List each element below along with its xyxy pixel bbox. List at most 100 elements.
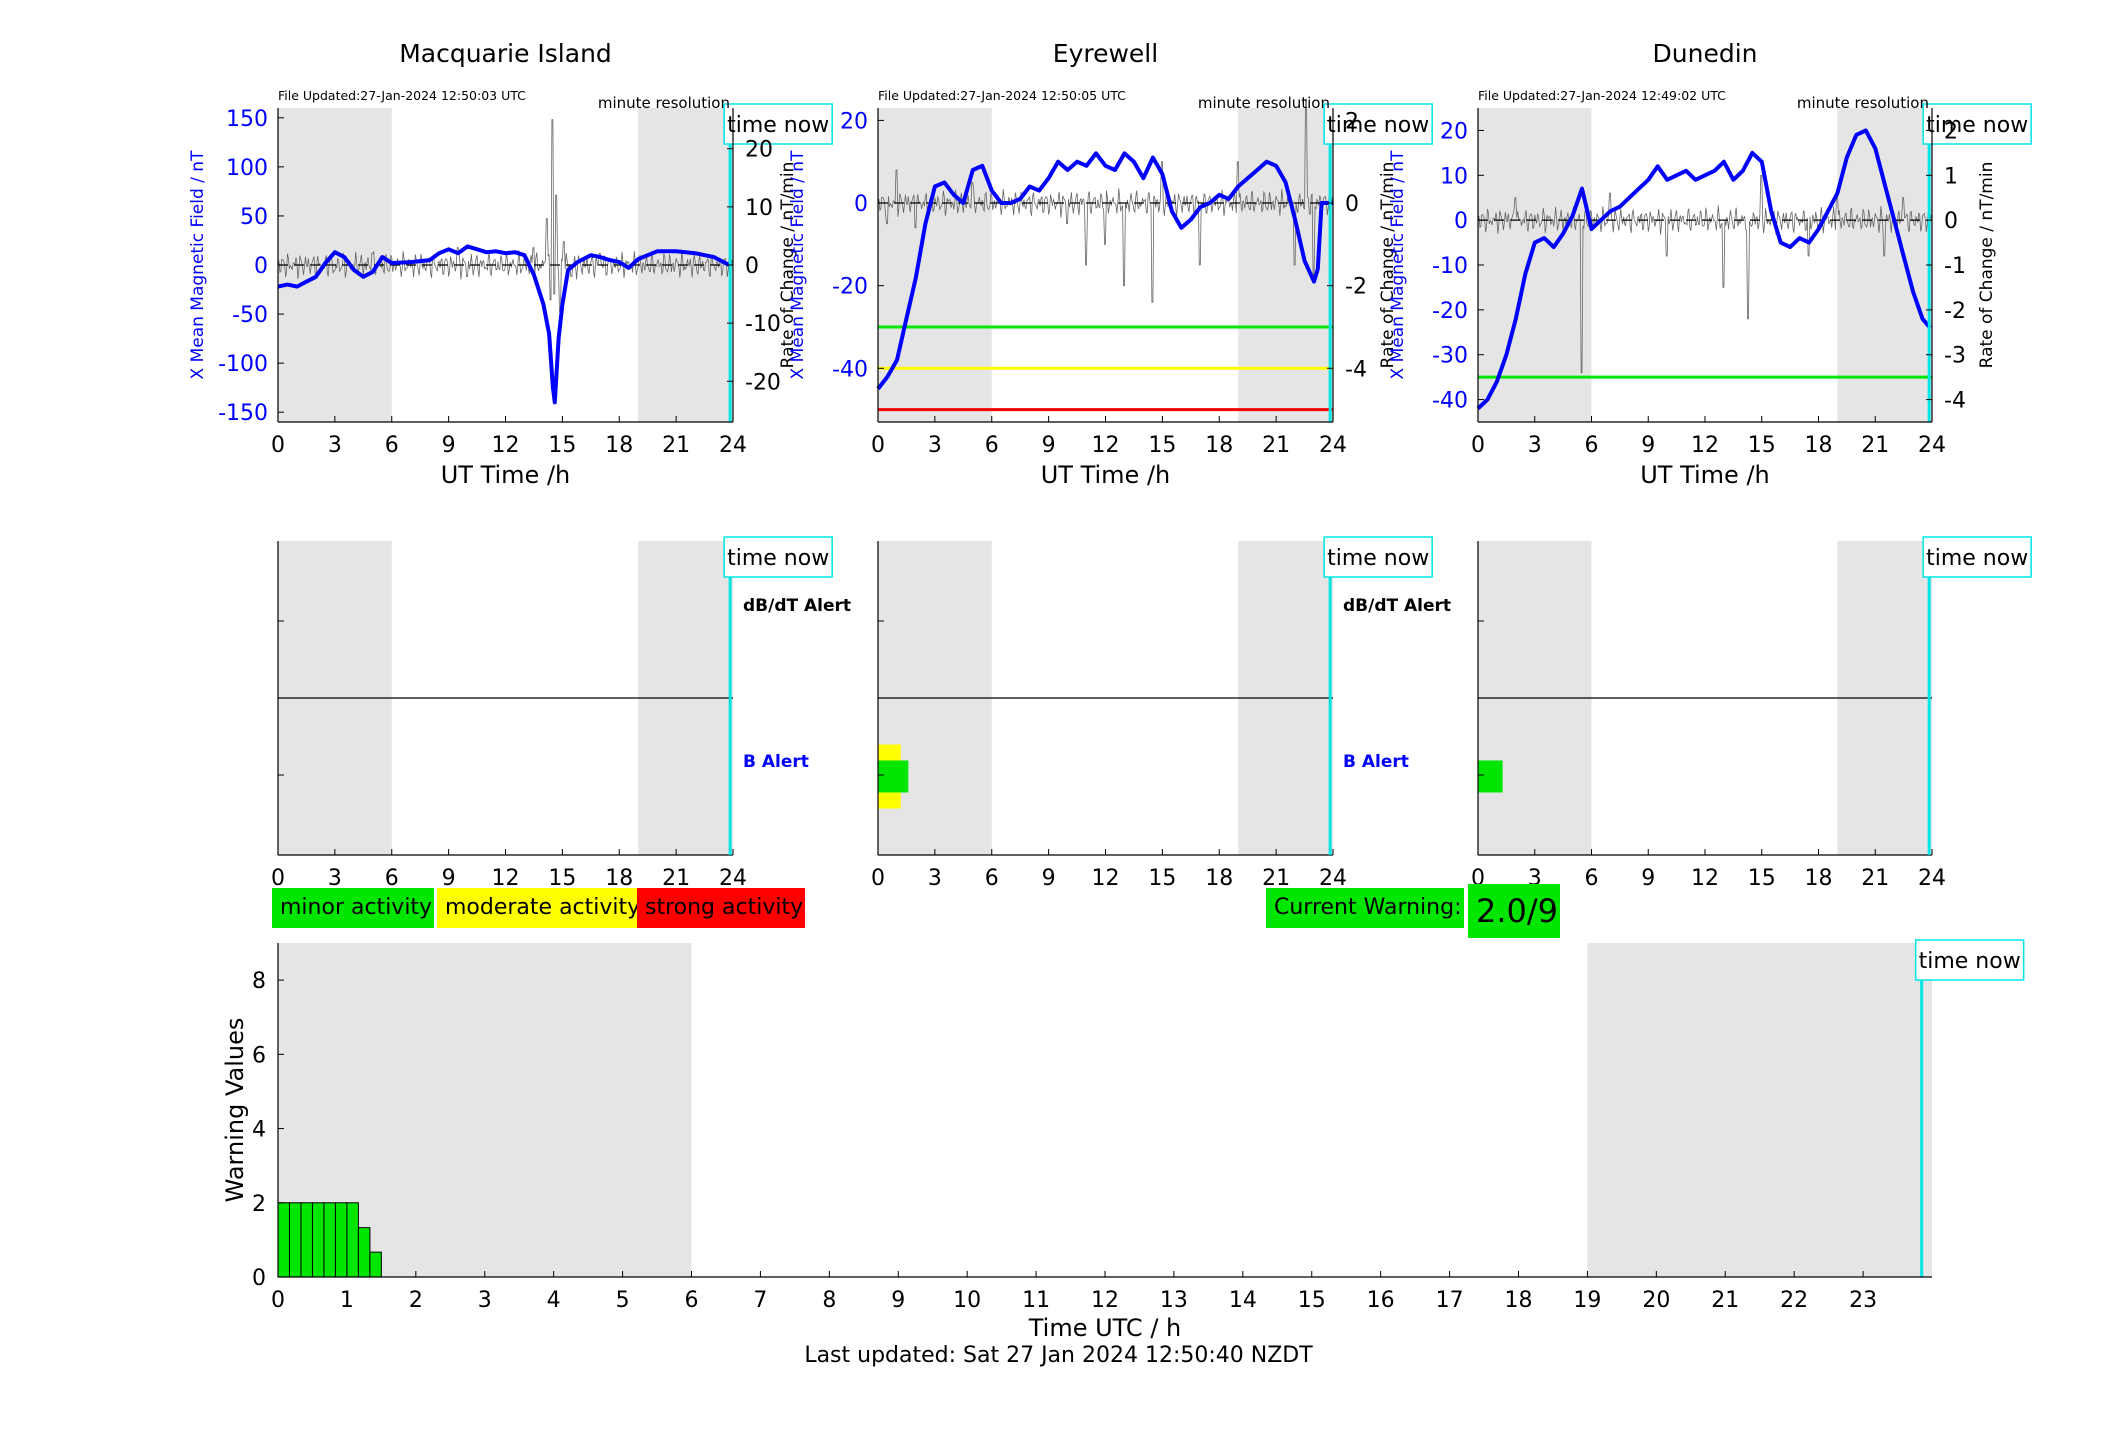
warning-x-label: Time UTC / h: [1028, 1314, 1182, 1342]
warning-x-tick-label: 3: [478, 1288, 492, 1313]
warning-x-tick-label: 12: [1091, 1288, 1119, 1313]
warning-x-tick-label: 6: [685, 1288, 699, 1313]
station-2-dbdt-alert-label: dB/dT Alert: [1343, 596, 1451, 616]
station-2-left-tick-label: -20: [832, 275, 868, 300]
station-1-left-axis-label: X Mean Magnetic Field / nT: [188, 150, 208, 380]
station-2-alert-x-tick-label: 24: [1319, 866, 1347, 891]
warning-x-tick-label: 20: [1642, 1288, 1670, 1313]
station-2-night-shade: [878, 108, 992, 422]
station-3-alert-time-now-box: [1922, 536, 2032, 578]
warning-bar: [346, 1202, 359, 1278]
legend-minor-activity: minor activity: [272, 888, 434, 928]
station-2-alert-bar: [878, 760, 909, 793]
warning-x-tick-label: 4: [547, 1288, 561, 1313]
station-3-x-tick-label: 9: [1641, 433, 1655, 458]
warning-y-tick-label: 4: [252, 1118, 266, 1143]
station-3-x-tick-label: 18: [1805, 433, 1833, 458]
station-2-alert-x-tick-label: 3: [928, 866, 942, 891]
station-1-left-tick-label: -50: [232, 303, 268, 328]
station-2-file-updated: File Updated:27-Jan-2024 12:50:05 UTC: [878, 88, 1126, 103]
station-1-resolution: minute resolution: [598, 94, 730, 112]
station-3-file-updated: File Updated:27-Jan-2024 12:49:02 UTC: [1478, 88, 1726, 103]
station-2-alert-x-tick-label: 6: [985, 866, 999, 891]
station-1-x-tick-label: 12: [492, 433, 520, 458]
station-2-alert-x-tick-label: 15: [1148, 866, 1176, 891]
station-1-time-now-box: [723, 103, 833, 145]
station-1-x-tick-label: 3: [328, 433, 342, 458]
station-1-alert-x-tick-label: 18: [605, 866, 633, 891]
station-1-alert-x-tick-label: 15: [548, 866, 576, 891]
station-1-file-updated: File Updated:27-Jan-2024 12:50:03 UTC: [278, 88, 526, 103]
current-warning-label: Current Warning:: [1266, 888, 1464, 928]
station-1-x-tick-label: 21: [662, 433, 690, 458]
station-1-left-tick-label: -150: [218, 401, 268, 426]
station-2-x-tick-label: 0: [871, 433, 885, 458]
station-1-alert-x-tick-label: 12: [492, 866, 520, 891]
station-1-right-tick-label: 10: [745, 196, 773, 221]
station-3-right-tick-label: -4: [1944, 389, 1966, 414]
station-1-right-tick-label: -20: [745, 370, 781, 395]
station-3-night-shade: [1837, 108, 1932, 422]
station-2-x-tick-label: 3: [928, 433, 942, 458]
warning-x-tick-label: 23: [1849, 1288, 1877, 1313]
warning-x-tick-label: 19: [1573, 1288, 1601, 1313]
station-2-left-tick-label: 0: [854, 192, 868, 217]
station-1-alert-x-tick-label: 24: [719, 866, 747, 891]
station-3-left-tick-label: 10: [1440, 164, 1468, 189]
station-3-right-tick-label: -1: [1944, 254, 1966, 279]
station-2-left-tick-label: 20: [840, 109, 868, 134]
station-3-alert-x-tick-label: 9: [1641, 866, 1655, 891]
station-3-field-series: [1476, 128, 1932, 410]
station-2-x-tick-label: 12: [1092, 433, 1120, 458]
station-2-right-tick-label: -4: [1345, 357, 1367, 382]
warning-x-tick-label: 21: [1711, 1288, 1739, 1313]
station-1-x-label: UT Time /h: [441, 461, 571, 489]
warning-night-shade: [1587, 943, 1932, 1277]
station-3-left-tick-label: 0: [1454, 209, 1468, 234]
warning-y-tick-label: 8: [252, 969, 266, 994]
station-3-x-label: UT Time /h: [1640, 461, 1770, 489]
station-2-alert-x-tick-label: 18: [1205, 866, 1233, 891]
warning-x-tick-label: 10: [953, 1288, 981, 1313]
station-2-x-tick-label: 21: [1262, 433, 1290, 458]
station-2-x-tick-label: 18: [1205, 433, 1233, 458]
station-3-title: Dunedin: [1653, 39, 1758, 68]
station-1-x-tick-label: 6: [385, 433, 399, 458]
warning-bar: [300, 1202, 313, 1278]
station-2-alert-time-now-box: [1323, 536, 1433, 578]
legend-moderate-activity: moderate activity: [437, 888, 640, 928]
station-1-b-alert-label: B Alert: [743, 752, 809, 772]
station-3-right-tick-label: -2: [1944, 299, 1966, 324]
station-2-x-tick-label: 24: [1319, 433, 1347, 458]
station-3-right-tick-label: -3: [1944, 344, 1966, 369]
station-3-x-tick-label: 6: [1585, 433, 1599, 458]
station-2-x-tick-label: 9: [1042, 433, 1056, 458]
station-3-left-tick-label: -10: [1432, 254, 1468, 279]
station-1-alert-x-tick-label: 21: [662, 866, 690, 891]
warning-bar: [357, 1227, 371, 1278]
station-3-x-tick-label: 15: [1748, 433, 1776, 458]
warning-x-tick-label: 0: [271, 1288, 285, 1313]
station-1-x-tick-label: 18: [605, 433, 633, 458]
station-2-left-tick-label: -40: [832, 357, 868, 382]
station-2-alert-x-tick-label: 9: [1042, 866, 1056, 891]
station-3-alert-bar: [1478, 760, 1503, 793]
station-1-right-tick-label: 0: [745, 254, 759, 279]
station-1-x-tick-label: 0: [271, 433, 285, 458]
station-1-title: Macquarie Island: [399, 39, 612, 68]
station-3-right-tick-label: 1: [1944, 164, 1958, 189]
station-1-left-tick-label: 150: [226, 107, 268, 132]
warning-x-tick-label: 7: [753, 1288, 767, 1313]
station-1-alert-x-tick-label: 0: [271, 866, 285, 891]
station-2-alert-time-now-label: time now: [1327, 546, 1429, 571]
station-1-x-tick-label: 24: [719, 433, 747, 458]
station-2-right-tick-label: 2: [1345, 109, 1359, 134]
station-3-alert-x-tick-label: 15: [1748, 866, 1776, 891]
station-3-alert-x-tick-label: 18: [1805, 866, 1833, 891]
station-1-left-tick-label: -100: [218, 352, 268, 377]
station-2-title: Eyrewell: [1053, 39, 1158, 68]
station-1-alert-time-now-box: [723, 536, 833, 578]
station-1-alert-x-tick-label: 9: [442, 866, 456, 891]
station-3-night-shade: [1478, 108, 1592, 422]
station-2-left-axis-label: X Mean Magnetic Field / nT: [788, 150, 808, 380]
